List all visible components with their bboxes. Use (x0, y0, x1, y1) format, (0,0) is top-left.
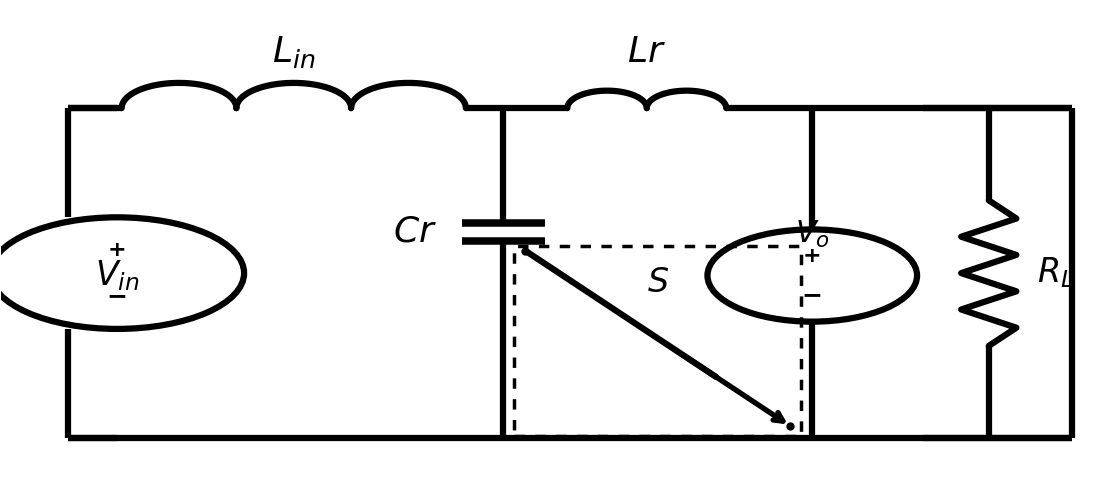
Bar (514, 246, 801, 436)
Text: $\mathit{Lr}$: $\mathit{Lr}$ (627, 35, 666, 69)
Text: $\mathit{V_o}$: $\mathit{V_o}$ (795, 219, 830, 250)
Text: −: − (106, 285, 127, 308)
Text: −: − (802, 283, 823, 307)
Text: $\mathit{S}$: $\mathit{S}$ (647, 266, 669, 299)
Text: +: + (108, 240, 126, 260)
Text: +: + (803, 246, 822, 266)
Text: $\mathit{L_{in}}$: $\mathit{L_{in}}$ (272, 34, 315, 70)
Text: $\mathit{V_{in}}$: $\mathit{V_{in}}$ (95, 258, 139, 293)
Text: $\mathit{R_L}$: $\mathit{R_L}$ (1036, 256, 1074, 290)
Text: $\mathit{Cr}$: $\mathit{Cr}$ (393, 215, 437, 249)
